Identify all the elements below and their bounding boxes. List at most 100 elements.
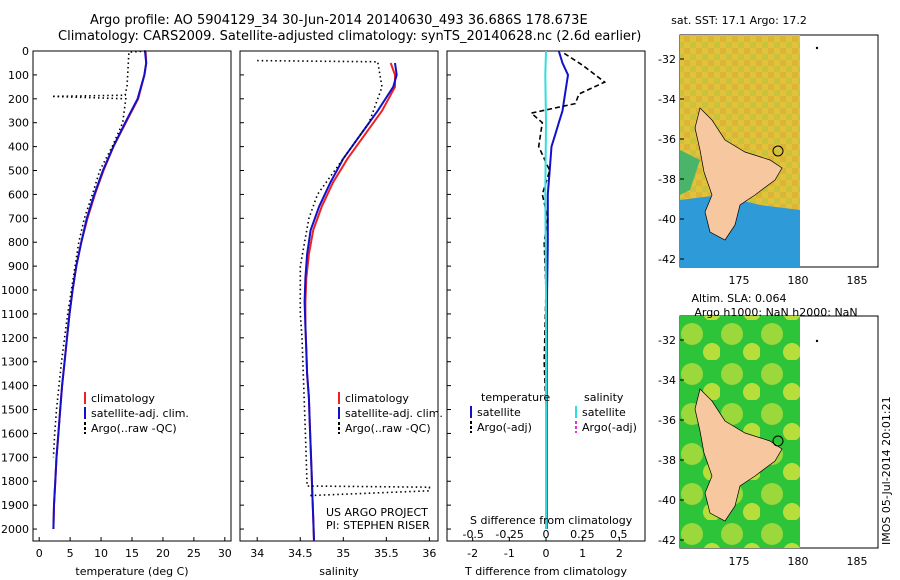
new-zealand-land [694, 388, 783, 522]
legend-climatology: climatology [91, 392, 155, 405]
temp-xtick-label: 30 [218, 547, 232, 560]
sal-xtick-label: 35 [336, 547, 350, 560]
legend-sal-title: salinity [584, 391, 624, 404]
sla-map-ytick-label: -32 [658, 334, 676, 347]
sla-map-ytick-label: -42 [658, 534, 676, 547]
sal-xtick-label: 36 [422, 547, 436, 560]
depth-tick-label: 500 [8, 165, 29, 178]
depth-tick-label: 1200 [1, 332, 29, 345]
sla-map-xtick-label: 175 [729, 555, 750, 568]
credit-project: US ARGO PROJECT [326, 506, 428, 519]
sst-map-ytick-label: -40 [658, 213, 676, 226]
depth-tick-label: 1800 [1, 475, 29, 488]
new-zealand-land [694, 107, 783, 241]
temp-xtick-label: 10 [94, 547, 108, 560]
sst-map-ytick-label: -36 [658, 133, 676, 146]
temp-xtick-label: 0 [36, 547, 43, 560]
sdiff-xtick-label: 0.5 [610, 528, 628, 541]
argo-location-marker [772, 145, 784, 157]
depth-tick-label: 300 [8, 117, 29, 130]
argo-location-marker [772, 435, 784, 447]
legend-temp-satellite: satellite [477, 406, 521, 419]
sst-map-ytick-label: -32 [658, 53, 676, 66]
salinity-legend: climatology satellite-adj. clim. Argo(..… [338, 392, 443, 435]
sla-map-xtick-label: 180 [788, 555, 809, 568]
depth-tick-label: 100 [8, 69, 29, 82]
depth-tick-label: 1700 [1, 451, 29, 464]
depth-tick-label: 700 [8, 212, 29, 225]
tdiff-xtick-label: 2 [616, 547, 623, 560]
depth-tick-label: 1300 [1, 356, 29, 369]
sal-xtick-label: 34 [250, 547, 264, 560]
credit-pi: PI: STEPHEN RISER [326, 519, 430, 532]
tdiff-xtick-label: -1 [504, 547, 515, 560]
difference-legend: temperature salinity satellite Argo(-adj… [470, 391, 637, 434]
temp-xtick-label: 15 [125, 547, 139, 560]
depth-tick-label: 1500 [1, 404, 29, 417]
sla-map-ytick-label: -36 [658, 414, 676, 427]
tdiff-xtick-label: 0 [543, 547, 550, 560]
depth-tick-label: 2000 [1, 523, 29, 536]
sla-map [679, 315, 879, 549]
sla-map-title1: Altim. SLA: 0.064 [691, 292, 786, 305]
depth-tick-label: 900 [8, 260, 29, 273]
salinity-xlabel: salinity [319, 565, 359, 578]
sla-map-title2: Argo h1000: NaN h2000: NaN [694, 306, 857, 319]
sst-warm-band [680, 150, 700, 195]
depth-tick-label: 200 [8, 93, 29, 106]
sla-map-xtick-label: 185 [847, 555, 868, 568]
depth-tick-label: 800 [8, 236, 29, 249]
sst-map-title: sat. SST: 17.1 Argo: 17.2 [671, 14, 807, 27]
depth-tick-label: 1900 [1, 499, 29, 512]
legend-satellite: satellite-adj. clim. [345, 407, 443, 420]
temp-xtick-label: 5 [67, 547, 74, 560]
sst-map-ytick-label: -38 [658, 173, 676, 186]
series-satellite-adj-clim- [303, 62, 398, 542]
legend-argo: Argo(..raw -QC) [91, 422, 177, 435]
depth-tick-label: 400 [8, 141, 29, 154]
sst-map-xtick-label: 185 [847, 274, 868, 287]
sst-map [679, 34, 879, 268]
tdiff-xtick-label: 1 [579, 547, 586, 560]
legend-temp-argo: Argo(-adj) [477, 421, 532, 434]
sal-xtick-label: 35.5 [374, 547, 399, 560]
temp-xtick-label: 25 [187, 547, 201, 560]
series-salinity-satellite [544, 50, 548, 529]
depth-tick-label: 1100 [1, 308, 29, 321]
legend-temp-title: temperature [481, 391, 550, 404]
sst-map-xtick-label: 180 [788, 274, 809, 287]
salinity-panel [239, 50, 439, 542]
difference-xlabel: T difference from climatology [464, 565, 627, 578]
legend-climatology: climatology [345, 392, 409, 405]
depth-tick-label: 0 [22, 45, 29, 58]
depth-tick-label: 1000 [1, 284, 29, 297]
temp-xtick-label: 20 [156, 547, 170, 560]
legend-sal-satellite: satellite [582, 406, 626, 419]
sdiff-xtick-label: -0.5 [462, 528, 483, 541]
legend-sal-argo: Argo(-adj) [582, 421, 637, 434]
legend-satellite: satellite-adj. clim. [91, 407, 189, 420]
sst-map-ytick-label: -42 [658, 253, 676, 266]
sla-map-ytick-label: -40 [658, 494, 676, 507]
sdiff-xtick-label: 0.25 [570, 528, 595, 541]
depth-tick-label: 1400 [1, 380, 29, 393]
depth-tick-label: 600 [8, 188, 29, 201]
sst-map-ytick-label: -34 [658, 93, 676, 106]
temperature-panel [32, 50, 232, 542]
temperature-xlabel: temperature (deg C) [75, 565, 188, 578]
footer-stamp: IMOS 05-Jul-2014 20:01:21 [880, 396, 893, 545]
temperature-legend: climatology satellite-adj. clim. Argo(..… [84, 392, 189, 435]
sdiff-xtick-label: -0.25 [495, 528, 523, 541]
sla-map-ytick-label: -34 [658, 374, 676, 387]
series-satellite-adj-clim- [52, 50, 148, 530]
tdiff-xtick-label: -2 [467, 547, 478, 560]
difference-top-label: S difference from climatology [470, 514, 633, 527]
sst-map-xtick-label: 175 [729, 274, 750, 287]
title-line1: Argo profile: AO 5904129_34 30-Jun-2014 … [90, 13, 588, 28]
sal-xtick-label: 34.5 [288, 547, 313, 560]
sdiff-xtick-label: 0 [543, 528, 550, 541]
title-line2: Climatology: CARS2009. Satellite-adjuste… [58, 29, 642, 44]
depth-tick-label: 1600 [1, 427, 29, 440]
map-dot [815, 339, 819, 343]
